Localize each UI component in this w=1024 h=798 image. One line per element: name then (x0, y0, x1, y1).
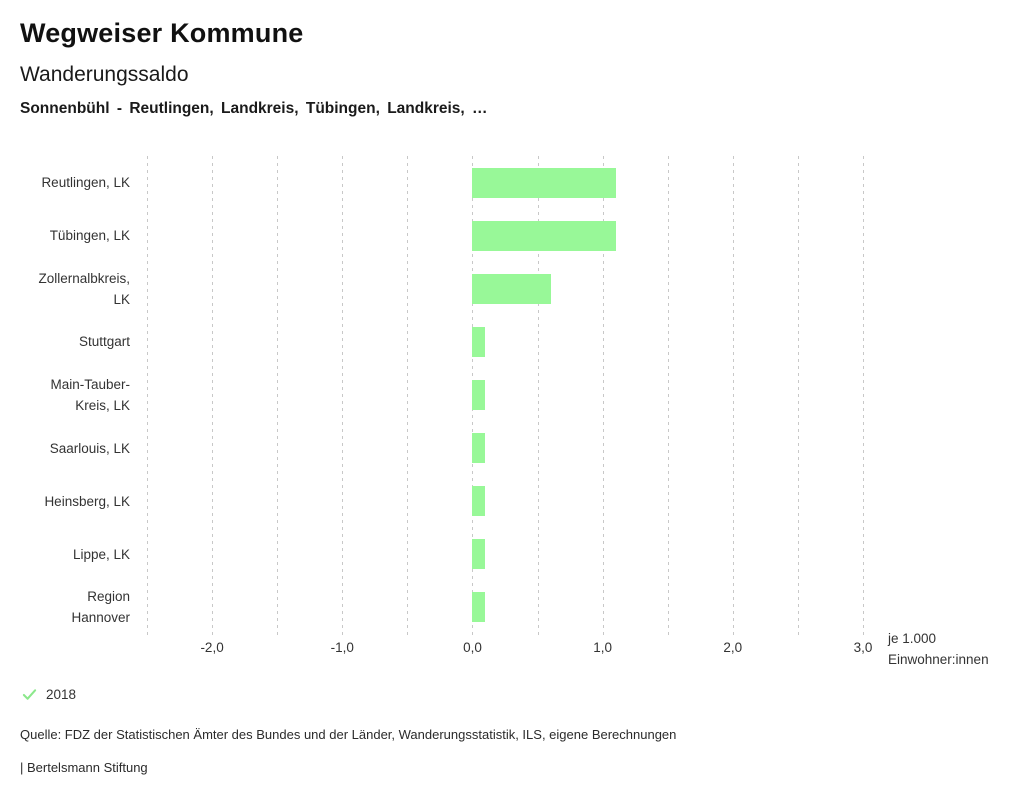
gridline (863, 156, 864, 639)
gridline (407, 156, 409, 639)
gridline (602, 156, 604, 639)
bar-saarlouis-lk (472, 433, 486, 464)
y-axis-label: Heinsberg, LK (44, 493, 130, 509)
bar-zollernalbkreis-lk (472, 273, 551, 304)
x-axis-unit-label: je 1.000 Einwohner:innen (888, 628, 989, 670)
y-axis-label: Reutlingen, LK (41, 175, 130, 191)
bar-lippe-lk (472, 539, 486, 570)
y-axis-label: Tübingen, LK (49, 228, 130, 244)
x-axis-tick-label: -1,0 (330, 640, 354, 655)
x-axis-tick-label: 2,0 (723, 640, 743, 655)
bar-heinsberg-lk (472, 486, 486, 517)
y-axis-label: Main-Tauber- Kreis, LK (50, 376, 130, 413)
x-axis-unit-line2: Einwohner:innen (888, 652, 989, 667)
gridline (147, 156, 148, 639)
x-axis-tick-label: 3,0 (853, 640, 873, 655)
gridline (212, 156, 214, 639)
legend-item-2018[interactable]: 2018 (22, 687, 76, 702)
y-axis-label: Saarlouis, LK (49, 440, 130, 456)
source-note: Quelle: FDZ der Statistischen Ämter des … (20, 727, 677, 742)
gridline (342, 156, 344, 639)
gridline (667, 156, 669, 639)
bar-region-hannover (472, 592, 486, 623)
y-axis-label: Region Hannover (71, 589, 130, 626)
chart-title: Wanderungssaldo (20, 63, 189, 86)
attribution: | Bertelsmann Stiftung (20, 760, 148, 775)
gridline (537, 156, 539, 639)
y-axis-label: Stuttgart (78, 334, 130, 350)
bar-reutlingen-lk (472, 167, 616, 198)
report-header: Wegweiser Kommune Wanderungssaldo Sonnen… (20, 18, 980, 118)
x-axis-tick-label: 0,0 (463, 640, 482, 655)
gridline (732, 156, 734, 639)
x-axis-tick-label: 1,0 (593, 640, 613, 655)
x-axis-unit-line1: je 1.000 (888, 631, 937, 646)
bar-stuttgart (472, 326, 486, 357)
app-title: Wegweiser Kommune (20, 18, 304, 48)
bar-main-tauber-kreis-lk (472, 380, 486, 410)
report-footer: Quelle: FDZ der Statistischen Ämter des … (20, 727, 1010, 775)
y-axis-label: Zollernalbkreis, LK (38, 270, 130, 307)
plot-area (147, 156, 864, 639)
x-axis-tick-label: -2,0 (200, 640, 224, 655)
bar-tübingen-lk (472, 220, 616, 251)
chart-subtitle: Sonnenbühl - Reutlingen, Landkreis, Tübi… (20, 100, 488, 117)
checkmark-icon (22, 689, 37, 700)
gridline (797, 156, 799, 639)
gridline (277, 156, 279, 639)
legend-year-label: 2018 (46, 687, 77, 702)
y-axis-label: Lippe, LK (72, 546, 130, 562)
